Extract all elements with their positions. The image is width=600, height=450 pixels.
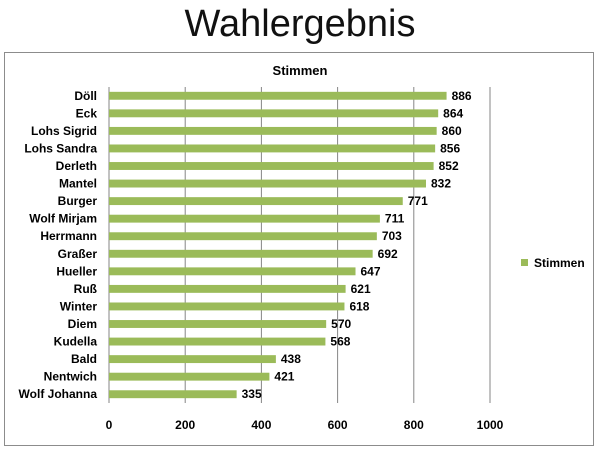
bar [109, 284, 346, 293]
data-label: 832 [431, 177, 451, 191]
bar [109, 320, 327, 328]
data-label: 421 [274, 370, 294, 384]
bar [109, 179, 426, 188]
data-label: 860 [442, 124, 462, 138]
bar [109, 109, 439, 118]
data-label: 438 [281, 352, 301, 366]
category-label: Eck [76, 106, 98, 120]
data-label: 621 [351, 282, 371, 296]
data-label: 886 [452, 89, 472, 103]
category-label: Hueller [56, 264, 97, 278]
grid-lines [108, 87, 491, 403]
category-label: Bald [71, 352, 97, 366]
data-label: 692 [378, 247, 398, 261]
legend: Stimmen [521, 256, 585, 270]
bar [109, 126, 437, 135]
data-label: 703 [382, 229, 402, 243]
data-label: 570 [331, 317, 351, 331]
slide-title: Wahlergebnis [184, 3, 416, 45]
bar-chart: Stimmen Döll Eck Lohs Sigrid Lohs Sandra Der… [19, 63, 585, 432]
category-label: Diem [68, 317, 97, 331]
category-label: Graßer [58, 247, 98, 261]
bar [109, 232, 377, 241]
bar [109, 197, 403, 206]
category-label: Ruß [74, 282, 97, 296]
bar [109, 267, 356, 276]
data-label: 568 [330, 335, 350, 349]
category-labels: Döll Eck Lohs Sigrid Lohs Sandra Derleth Mant… [19, 89, 98, 401]
x-tick-label: 400 [251, 418, 271, 432]
data-label: 864 [443, 106, 463, 120]
chart-frame: Stimmen Döll Eck Lohs Sigrid Lohs Sandra Der… [4, 52, 594, 446]
category-label: Kudella [54, 335, 98, 349]
data-label: 335 [242, 387, 262, 401]
category-label: Derleth [56, 159, 97, 173]
data-label: 618 [349, 299, 369, 313]
category-label: Mantel [59, 177, 97, 191]
bar [109, 249, 373, 258]
data-label: 647 [361, 264, 381, 278]
legend-label: Stimmen [534, 256, 585, 270]
x-tick-label: 0 [106, 418, 113, 432]
bar [109, 144, 436, 153]
bar [109, 337, 326, 346]
chart-title: Stimmen [273, 63, 328, 78]
category-label: Herrmann [40, 229, 97, 243]
data-label: 852 [439, 159, 459, 173]
category-label: Lohs Sigrid [31, 124, 97, 138]
bar [109, 302, 345, 311]
category-label: Wolf Mirjam [29, 212, 97, 226]
x-tick-label: 1000 [477, 418, 504, 432]
data-label: 856 [440, 141, 460, 155]
x-tick-label: 600 [328, 418, 348, 432]
bar [109, 162, 434, 170]
category-label: Burger [58, 194, 98, 208]
bar [109, 91, 447, 100]
bar [109, 355, 276, 364]
category-label: Lohs Sandra [24, 141, 97, 155]
bar [109, 390, 237, 399]
x-tick-label: 200 [175, 418, 195, 432]
data-label: 711 [385, 212, 405, 226]
category-label: Winter [60, 299, 98, 313]
category-label: Nentwich [44, 370, 97, 384]
bar [109, 214, 380, 223]
bar-series [109, 91, 447, 399]
data-label: 771 [408, 194, 428, 208]
x-tick-label: 800 [404, 418, 424, 432]
x-tick-labels: 0 200 400 600 800 1000 [106, 418, 504, 432]
category-label: Wolf Johanna [19, 387, 98, 401]
category-label: Döll [74, 89, 97, 103]
legend-swatch [521, 259, 528, 266]
bar [109, 372, 270, 381]
